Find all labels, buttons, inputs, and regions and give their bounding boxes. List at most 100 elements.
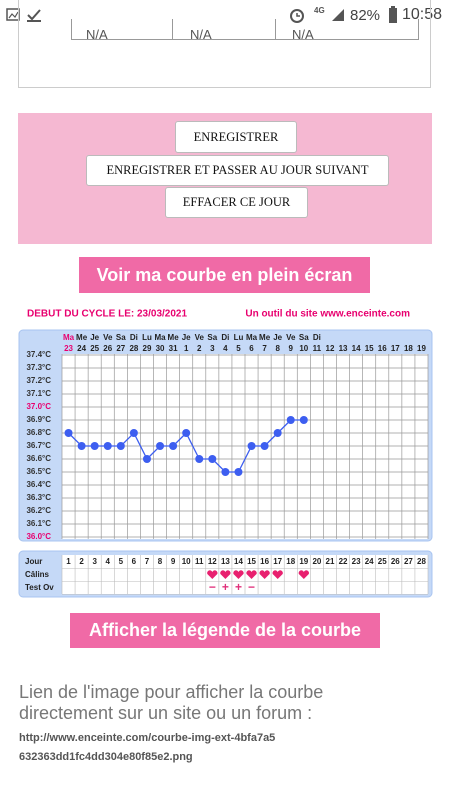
row-label: Test Ov	[25, 583, 54, 592]
y-tick-label: 37.2°C	[26, 376, 51, 385]
weekday-label: Ve	[195, 333, 205, 342]
clear-button[interactable]: EFFACER CE JOUR	[165, 187, 308, 218]
test-ov-mark: +	[235, 580, 242, 594]
y-tick-label: 36.1°C	[26, 519, 51, 528]
y-tick-label: 37.3°C	[26, 363, 51, 372]
battery-icon	[389, 6, 397, 23]
test-ov-mark: +	[222, 580, 229, 594]
day-number: 9	[171, 557, 176, 566]
x-tick-label: 3	[210, 344, 215, 353]
heart-icon	[298, 570, 310, 579]
alarm-icon	[290, 9, 304, 23]
weekday-label: Sa	[299, 333, 309, 342]
status-bar: 4G 82% 10:58	[0, 0, 450, 30]
y-tick-label: 37.4°C	[26, 350, 51, 359]
x-tick-label: 6	[249, 344, 254, 353]
x-tick-label: 18	[404, 344, 413, 353]
day-number: 15	[247, 557, 256, 566]
x-tick-label: 15	[365, 344, 374, 353]
day-number: 26	[391, 557, 400, 566]
temperature-point	[90, 442, 99, 450]
x-tick-label: 12	[326, 344, 335, 353]
x-tick-label: 10	[299, 344, 308, 353]
weekday-label: Ve	[286, 333, 296, 342]
x-tick-label: 31	[169, 344, 178, 353]
day-number: 1	[66, 557, 71, 566]
temperature-point	[169, 442, 178, 450]
day-number: 21	[326, 557, 335, 566]
weekday-label: Sa	[116, 333, 126, 342]
y-tick-label: 37.1°C	[26, 389, 51, 398]
day-number: 20	[312, 557, 321, 566]
image-url[interactable]: http://www.enceinte.com/courbe-img-ext-4…	[19, 732, 276, 763]
temperature-point	[116, 442, 125, 450]
day-number: 5	[119, 557, 124, 566]
x-tick-label: 26	[103, 344, 112, 353]
weekday-label: Ma	[246, 333, 258, 342]
temperature-point	[286, 416, 295, 424]
clock: 10:58	[402, 6, 443, 23]
weekday-label: Me	[76, 333, 88, 342]
day-number: 11	[195, 557, 204, 566]
x-tick-label: 13	[339, 344, 348, 353]
weekday-label: Je	[90, 333, 99, 342]
network: 4G	[314, 6, 325, 15]
weekday-label: Je	[273, 333, 282, 342]
temperature-point	[195, 455, 204, 463]
fullscreen-button[interactable]: Voir ma courbe en plein écran	[79, 257, 370, 293]
x-tick-label: 28	[129, 344, 138, 353]
signal-icon	[332, 9, 344, 21]
table-cell: N/A	[292, 27, 314, 40]
previous-table: N/A N/A N/A	[71, 19, 419, 40]
heart-icon	[233, 570, 244, 579]
heart-icon	[246, 570, 257, 579]
day-number: 16	[260, 557, 269, 566]
temperature-point	[299, 416, 308, 424]
day-number: 19	[299, 557, 308, 566]
y-tick-label: 36.2°C	[26, 506, 51, 515]
x-tick-label: 16	[378, 344, 387, 353]
row-label: Câlins	[25, 570, 50, 579]
heart-icon	[220, 570, 231, 579]
temperature-point	[156, 442, 165, 450]
chart-title: DEBUT DU CYCLE LE: 23/03/2021	[27, 309, 187, 320]
temperature-point	[234, 468, 243, 476]
legend-button[interactable]: Afficher la légende de la courbe	[70, 613, 380, 648]
test-ov-mark: −	[209, 580, 216, 594]
weekday-label: Ma	[63, 333, 75, 342]
day-number: 2	[79, 557, 84, 566]
x-tick-label: 11	[313, 344, 322, 353]
x-tick-label: 8	[275, 344, 280, 353]
day-number: 17	[273, 557, 282, 566]
weekday-label: Di	[221, 333, 229, 342]
y-tick-label: 36.5°C	[26, 467, 51, 476]
weekday-label: Je	[182, 333, 191, 342]
x-tick-label: 19	[417, 344, 426, 353]
y-tick-label: 36.7°C	[26, 441, 51, 450]
x-tick-label: 9	[289, 344, 294, 353]
y-tick-label: 36.0°C	[26, 532, 51, 541]
day-number: 18	[286, 557, 295, 566]
save-button[interactable]: ENREGISTRER	[175, 121, 297, 153]
day-number: 8	[158, 557, 163, 566]
chart: DEBUT DU CYCLE LE: 23/03/2021 Un outil d…	[18, 309, 433, 598]
day-number: 10	[182, 557, 191, 566]
x-tick-label: 1	[184, 344, 189, 353]
weekday-label: Me	[259, 333, 271, 342]
temperature-point	[103, 442, 112, 450]
x-tick-label: 17	[391, 344, 400, 353]
row-label: Jour	[25, 557, 42, 566]
heart-icon	[259, 570, 270, 579]
day-number: 12	[208, 557, 217, 566]
y-tick-label: 36.3°C	[26, 493, 51, 502]
day-number: 13	[221, 557, 230, 566]
day-number: 7	[145, 557, 150, 566]
save-next-button[interactable]: ENREGISTRER ET PASSER AU JOUR SUIVANT	[86, 155, 389, 186]
weekday-label: Di	[313, 333, 321, 342]
x-tick-label: 30	[156, 344, 165, 353]
day-number: 23	[352, 557, 361, 566]
temperature-point	[260, 442, 269, 450]
x-tick-label: 7	[262, 344, 267, 353]
day-number: 6	[132, 557, 137, 566]
link-label: Lien de l'image pour afficher la courbe …	[19, 682, 324, 723]
